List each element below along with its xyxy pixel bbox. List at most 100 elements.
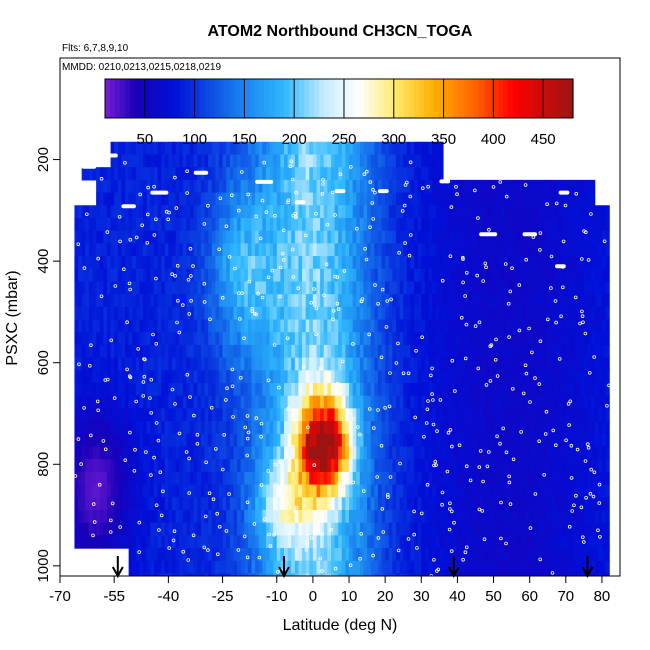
heatmap-cell	[226, 560, 231, 575]
heatmap-cell	[182, 281, 188, 295]
heatmap-cell	[320, 179, 325, 194]
heatmap-cell	[291, 332, 296, 346]
heatmap-cell	[442, 217, 448, 232]
heatmap-cell	[399, 408, 404, 422]
heatmap-cell	[157, 167, 162, 181]
heatmap-cell	[139, 573, 144, 576]
heatmap-cell	[388, 319, 393, 333]
heatmap-cell	[522, 471, 527, 486]
heatmap-cell	[551, 319, 556, 333]
heatmap-cell	[179, 268, 184, 283]
heatmap-cell	[247, 370, 253, 384]
heatmap-cell	[562, 230, 567, 244]
heatmap-cell	[591, 179, 596, 194]
heatmap-cell	[479, 268, 484, 283]
heatmap-cell	[414, 535, 419, 549]
heatmap-cell	[421, 408, 426, 422]
heatmap-cell	[114, 344, 119, 359]
heatmap-cell	[251, 256, 256, 270]
heatmap-cell	[374, 370, 379, 384]
heatmap-cell	[515, 332, 520, 346]
heatmap-cell	[132, 446, 137, 460]
heatmap-cell	[312, 573, 318, 576]
heatmap-cell	[529, 535, 534, 549]
heatmap-cell	[594, 357, 599, 371]
heatmap-cell	[435, 548, 440, 562]
heatmap-cell	[110, 205, 115, 219]
heatmap-cell	[442, 433, 448, 448]
heatmap-cell	[554, 421, 560, 435]
heatmap-cell	[399, 370, 404, 384]
heatmap-cell	[349, 192, 354, 206]
heatmap-cell	[500, 484, 505, 498]
heatmap-cell	[399, 141, 404, 156]
heatmap-cell	[211, 268, 216, 283]
heatmap-cell	[298, 421, 303, 435]
heatmap-cell	[370, 319, 375, 333]
heatmap-cell	[573, 573, 578, 576]
heatmap-cell	[161, 535, 166, 549]
heatmap-cell	[551, 408, 556, 422]
heatmap-cell	[493, 535, 498, 549]
heatmap-cell	[330, 167, 336, 181]
heatmap-cell	[388, 154, 393, 168]
heatmap-cell	[554, 217, 560, 232]
heatmap-cell	[533, 509, 538, 524]
heatmap-cell	[294, 408, 300, 422]
heatmap-cell	[106, 370, 112, 384]
heatmap-cell	[146, 281, 151, 295]
heatmap-cell	[168, 154, 173, 168]
heatmap-cell	[547, 535, 552, 549]
heatmap-cell	[276, 370, 281, 384]
heatmap-cell	[193, 357, 198, 371]
heatmap-cell	[237, 141, 242, 156]
heatmap-cell	[139, 370, 144, 384]
heatmap-cell	[78, 370, 83, 384]
heatmap-cell	[78, 484, 83, 498]
heatmap-cell	[547, 319, 552, 333]
heatmap-cell	[229, 256, 235, 270]
heatmap-cell	[341, 370, 347, 384]
heatmap-cell	[132, 230, 137, 244]
heatmap-cell	[515, 306, 520, 321]
heatmap-cell	[269, 217, 274, 232]
heatmap-cell	[222, 548, 227, 562]
heatmap-cell	[265, 497, 271, 511]
heatmap-cell	[338, 306, 343, 321]
heatmap-cell	[435, 535, 440, 549]
heatmap-cell	[377, 560, 383, 575]
heatmap-cell	[439, 344, 444, 359]
heatmap-cell	[565, 217, 571, 232]
heatmap-cell	[529, 383, 534, 397]
heatmap-cell	[345, 281, 350, 295]
heatmap-cell	[280, 217, 285, 232]
heatmap-cell	[551, 332, 556, 346]
heatmap-cell	[554, 573, 560, 576]
heatmap-cell	[305, 459, 310, 473]
heatmap-cell	[345, 509, 350, 524]
heatmap-cell	[88, 383, 94, 397]
heatmap-cell	[302, 217, 307, 232]
heatmap-cell	[233, 446, 238, 460]
heatmap-cell	[208, 154, 213, 168]
heatmap-cell	[417, 141, 422, 156]
heatmap-cell	[396, 421, 401, 435]
heatmap-cell	[457, 471, 462, 486]
heatmap-cell	[374, 332, 379, 346]
heatmap-cell	[132, 357, 137, 371]
heatmap-cell	[204, 497, 209, 511]
heatmap-cell	[255, 205, 260, 219]
heatmap-cell	[551, 256, 556, 270]
heatmap-cell	[262, 573, 267, 576]
heatmap-cell	[150, 154, 155, 168]
heatmap-cell	[432, 522, 437, 536]
heatmap-cell	[576, 484, 581, 498]
heatmap-cell	[193, 344, 198, 359]
heatmap-cell	[533, 522, 538, 536]
heatmap-cell	[99, 395, 104, 410]
heatmap-cell	[240, 548, 245, 562]
heatmap-cell	[255, 484, 260, 498]
heatmap-cell	[218, 281, 224, 295]
heatmap-cell	[569, 332, 574, 346]
heatmap-cell	[428, 344, 433, 359]
